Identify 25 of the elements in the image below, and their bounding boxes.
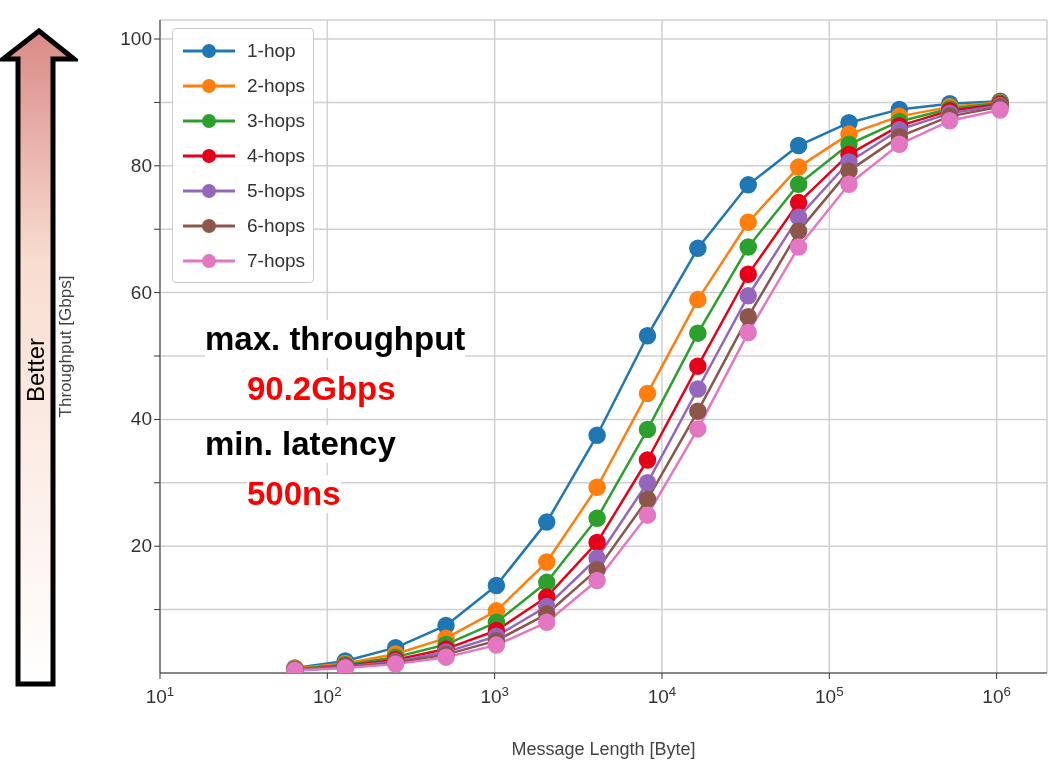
legend-label: 2-hops [247,74,306,97]
y-axis-title: Throughput [Gbps] [56,275,76,418]
annotation: min. latency [205,425,396,463]
y-tick-label: 60 [130,281,152,303]
x-axis-title: Message Length [Byte] [511,739,696,759]
y-tick-label: 100 [120,28,152,50]
legend-label: 5-hops [247,179,306,202]
annotation: 90.2Gbps [247,370,396,408]
y-tick-label: 20 [130,535,152,557]
legend-label: 7-hops [247,249,306,272]
annotation: 500ns [247,475,341,513]
annotation: max. throughput [205,320,466,358]
legend-label: 1-hop [247,39,296,62]
legend-label: 6-hops [247,214,306,237]
legend-label: 4-hops [247,144,306,167]
y-tick-label: 80 [130,154,152,176]
x-tick-label: 10$^{1}$ [145,683,175,707]
x-tick-label: 10$^{3}$ [480,683,509,707]
y-tick-label: 40 [130,408,152,430]
x-tick-label: 10$^{2}$ [313,683,342,707]
x-tick-label: 10$^{6}$ [982,683,1011,707]
x-tick-label: 10$^{4}$ [647,683,677,707]
x-tick-label: 10$^{5}$ [815,683,844,707]
text: Better [22,337,50,403]
legend-label: 3-hops [247,109,306,132]
